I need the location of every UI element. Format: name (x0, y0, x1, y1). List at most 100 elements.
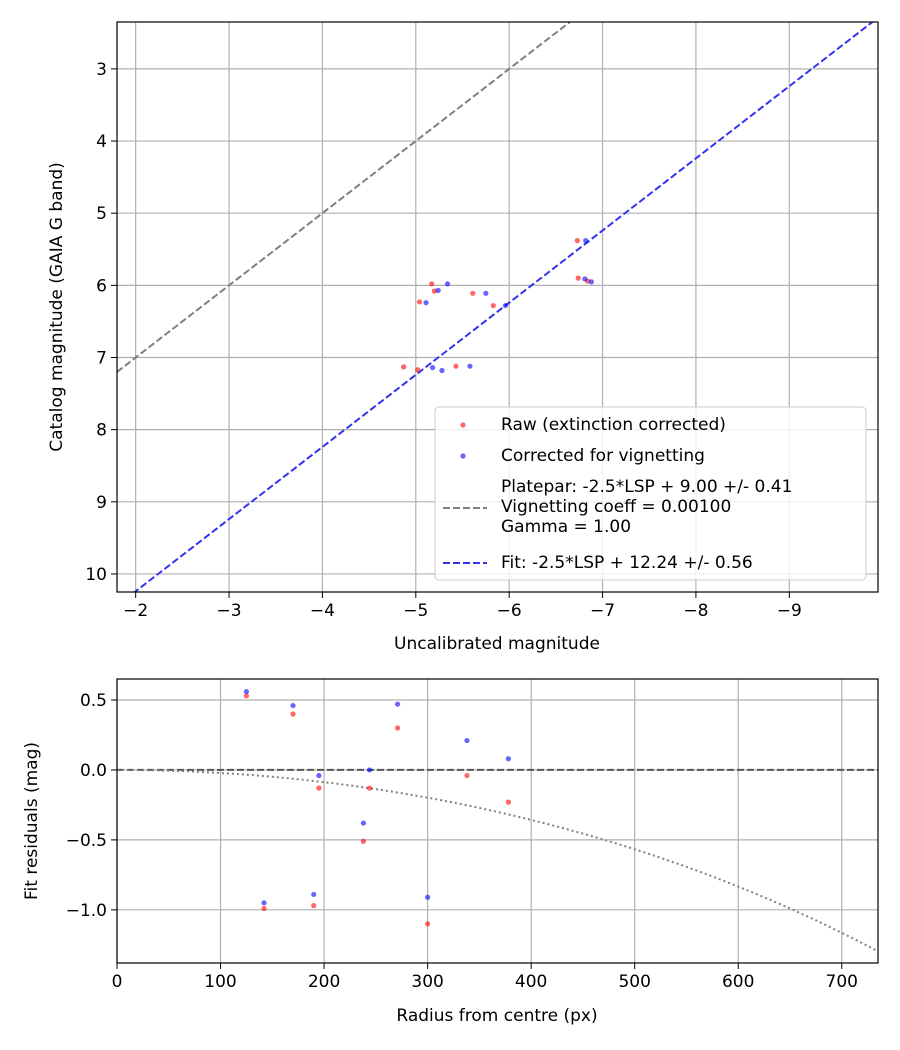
data-point (360, 820, 367, 826)
y-tick-label: 4 (96, 132, 107, 152)
y-tick-label: −1.0 (66, 901, 107, 921)
x-tick-label: −7 (590, 601, 615, 621)
data-point (423, 300, 429, 306)
x-tick-label: −9 (777, 601, 802, 621)
data-point (367, 785, 373, 791)
data-point (429, 281, 435, 287)
legend-label-fit: Fit: -2.5*LSP + 12.24 +/- 0.56 (501, 553, 753, 573)
data-point (311, 891, 317, 898)
x-tick-label: 300 (411, 972, 443, 992)
legend-label-line: Vignetting coeff = 0.00100 (501, 497, 731, 517)
vignetting-curve (117, 768, 878, 953)
y-tick-label: 0.0 (80, 761, 107, 781)
legend-marker-corrected (460, 453, 466, 459)
x-tick-label: −3 (217, 601, 242, 621)
y-tick-label: 7 (96, 349, 107, 369)
data-point (430, 365, 436, 371)
data-point (243, 688, 250, 695)
data-point (425, 921, 431, 927)
data-point (464, 772, 470, 779)
plot-frame (116, 21, 879, 593)
data-point (505, 799, 511, 805)
y-tick-label: 10 (85, 565, 107, 585)
data-point (502, 302, 509, 309)
legend-label-corrected: Corrected for vignetting (501, 446, 705, 466)
x-tick-label: 400 (515, 972, 547, 992)
data-point (394, 725, 401, 731)
x-tick-label: 600 (722, 972, 754, 992)
x-tick-label: 0 (112, 972, 123, 992)
reference-lines (117, 768, 878, 953)
data-point (582, 276, 588, 282)
x-axis-ticks: 0 100 200 300 400 500 600 700 (112, 963, 858, 992)
data-point (435, 287, 441, 294)
data-point (415, 367, 421, 373)
x-axis-label: Uncalibrated magnitude (394, 634, 600, 654)
data-point (316, 772, 322, 779)
data-point (401, 364, 407, 370)
y-tick-label: 3 (96, 60, 107, 80)
x-tick-label: −2 (123, 601, 148, 621)
data-point (261, 900, 267, 906)
data-point (464, 737, 470, 744)
data-point (394, 701, 401, 707)
legend-label-platepar: Platepar: -2.5*LSP + 9.00 +/- 0.41 Vignet… (501, 477, 792, 537)
data-point (316, 785, 322, 791)
data-points (243, 688, 511, 927)
x-tick-label: −8 (683, 601, 708, 621)
legend-marker-raw (460, 422, 466, 428)
y-tick-label: 5 (96, 204, 107, 224)
data-point (425, 894, 431, 900)
calibration-plot: −2 −3 −4 −5 −6 −7 −8 −9 3 4 5 6 7 8 9 10 Uncalibrated … (47, 21, 879, 654)
x-tick-label: 500 (618, 972, 650, 992)
x-axis-ticks: −2 −3 −4 −5 −6 −7 −8 −9 (123, 592, 802, 621)
x-tick-label: 700 (826, 972, 858, 992)
data-point (588, 279, 594, 285)
y-axis-label: Fit residuals (mag) (22, 742, 42, 900)
data-point (290, 702, 296, 709)
data-point (311, 903, 317, 909)
data-point (360, 838, 367, 844)
data-point (490, 302, 496, 309)
data-point (444, 281, 451, 287)
x-axis-label: Radius from centre (px) (396, 1006, 597, 1026)
fit-line (117, 22, 572, 373)
data-point (439, 367, 445, 374)
y-axis-ticks: −1.0 −0.5 0.0 0.5 (66, 691, 117, 921)
y-tick-label: 0.5 (80, 691, 107, 711)
data-point (290, 711, 296, 717)
data-point (367, 767, 373, 773)
y-tick-label: −0.5 (66, 831, 107, 851)
residuals-plot: 0 100 200 300 400 500 600 700 −1.0 −0.5 0.0 0.5 Ra… (22, 678, 879, 1026)
plot-frame (116, 678, 879, 964)
x-tick-label: −4 (310, 601, 335, 621)
x-tick-label: −6 (497, 601, 522, 621)
data-point (575, 275, 581, 281)
data-point (574, 238, 580, 244)
x-tick-label: 200 (308, 972, 340, 992)
reference-lines (117, 22, 875, 592)
data-point (453, 363, 459, 369)
y-tick-label: 6 (96, 276, 107, 296)
y-tick-label: 8 (96, 421, 107, 441)
data-point (416, 299, 423, 305)
data-point (505, 756, 511, 762)
data-points (401, 238, 594, 374)
fit-line (133, 22, 875, 592)
y-tick-label: 9 (96, 493, 107, 513)
legend-label-line: Platepar: -2.5*LSP + 9.00 +/- 0.41 (501, 477, 792, 497)
grid (116, 679, 878, 963)
data-point (483, 290, 489, 296)
legend-box (434, 406, 867, 581)
legend: Raw (extinction corrected) Corrected for… (434, 406, 867, 581)
data-point (261, 905, 267, 912)
data-point (470, 290, 476, 296)
data-point (583, 238, 589, 244)
legend-label-raw: Raw (extinction corrected) (501, 415, 726, 435)
y-axis-ticks: 3 4 5 6 7 8 9 10 (85, 60, 117, 585)
legend-label-line: Gamma = 1.00 (501, 517, 631, 537)
x-tick-label: −5 (403, 601, 428, 621)
data-point (243, 693, 250, 699)
y-axis-label: Catalog magnitude (GAIA G band) (47, 162, 67, 452)
